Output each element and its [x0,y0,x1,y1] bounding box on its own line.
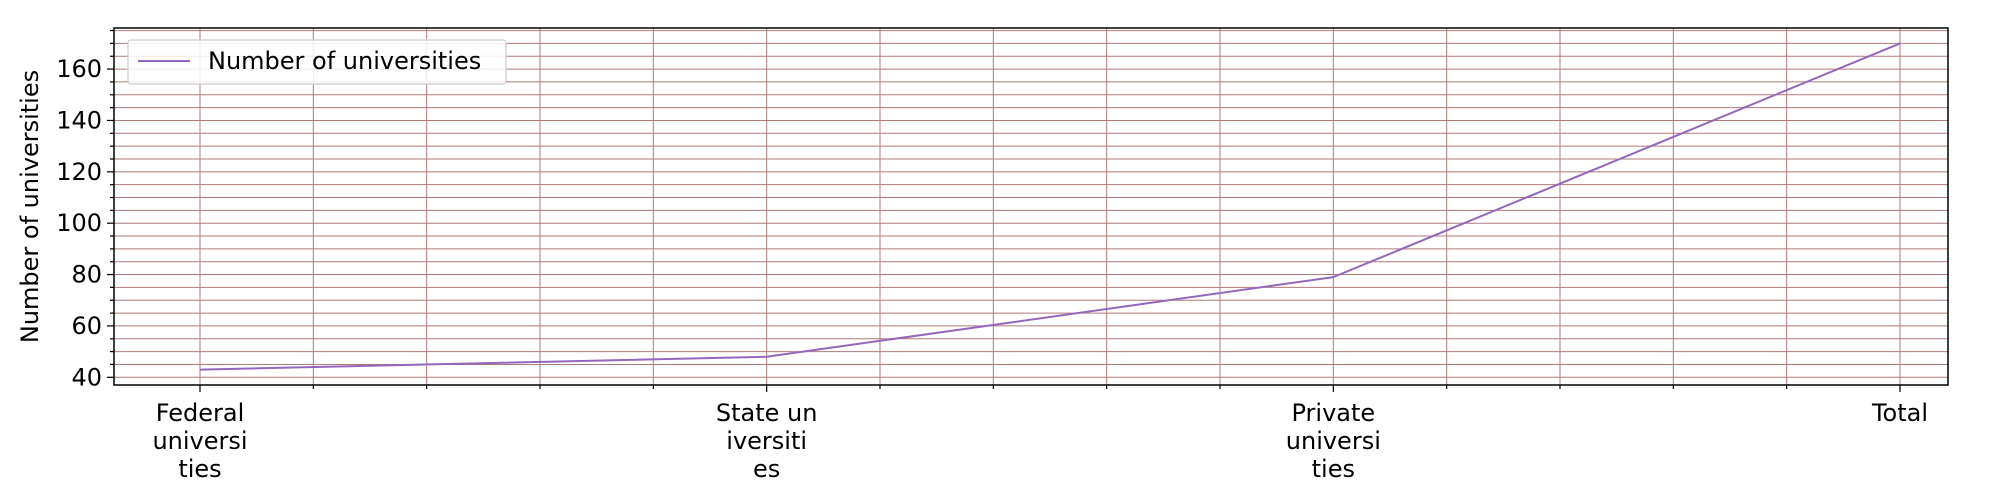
series-line [199,42,1901,371]
series-layer [199,42,1901,371]
x-tick-label: Private universi ties [1286,399,1381,483]
y-tick-label: 140 [56,106,102,134]
y-tick-label: 100 [56,209,102,237]
y-axis-title: Number of universities [16,70,44,343]
y-tick-label: 40 [71,363,102,391]
y-tick-label: 120 [56,158,102,186]
y-tick-labels: 40 60 80 100 120 140 160 [56,55,102,391]
grid-lines [114,28,1948,385]
x-tick-label: Federal universi ties [152,399,247,483]
x-tick-label: State un iversiti es [716,399,818,483]
plot-frame [113,27,1949,386]
legend-box [127,39,507,85]
y-tick-label: 80 [71,261,102,289]
legend-label: Number of universities [208,47,481,75]
y-tick-label: 60 [71,312,102,340]
y-tick-label: 160 [56,55,102,83]
legend: Number of universities [127,39,507,85]
x-tick-label: Total [1871,399,1928,427]
x-tick-labels: Federal universi ties State un iversiti es Pri… [152,399,1928,483]
